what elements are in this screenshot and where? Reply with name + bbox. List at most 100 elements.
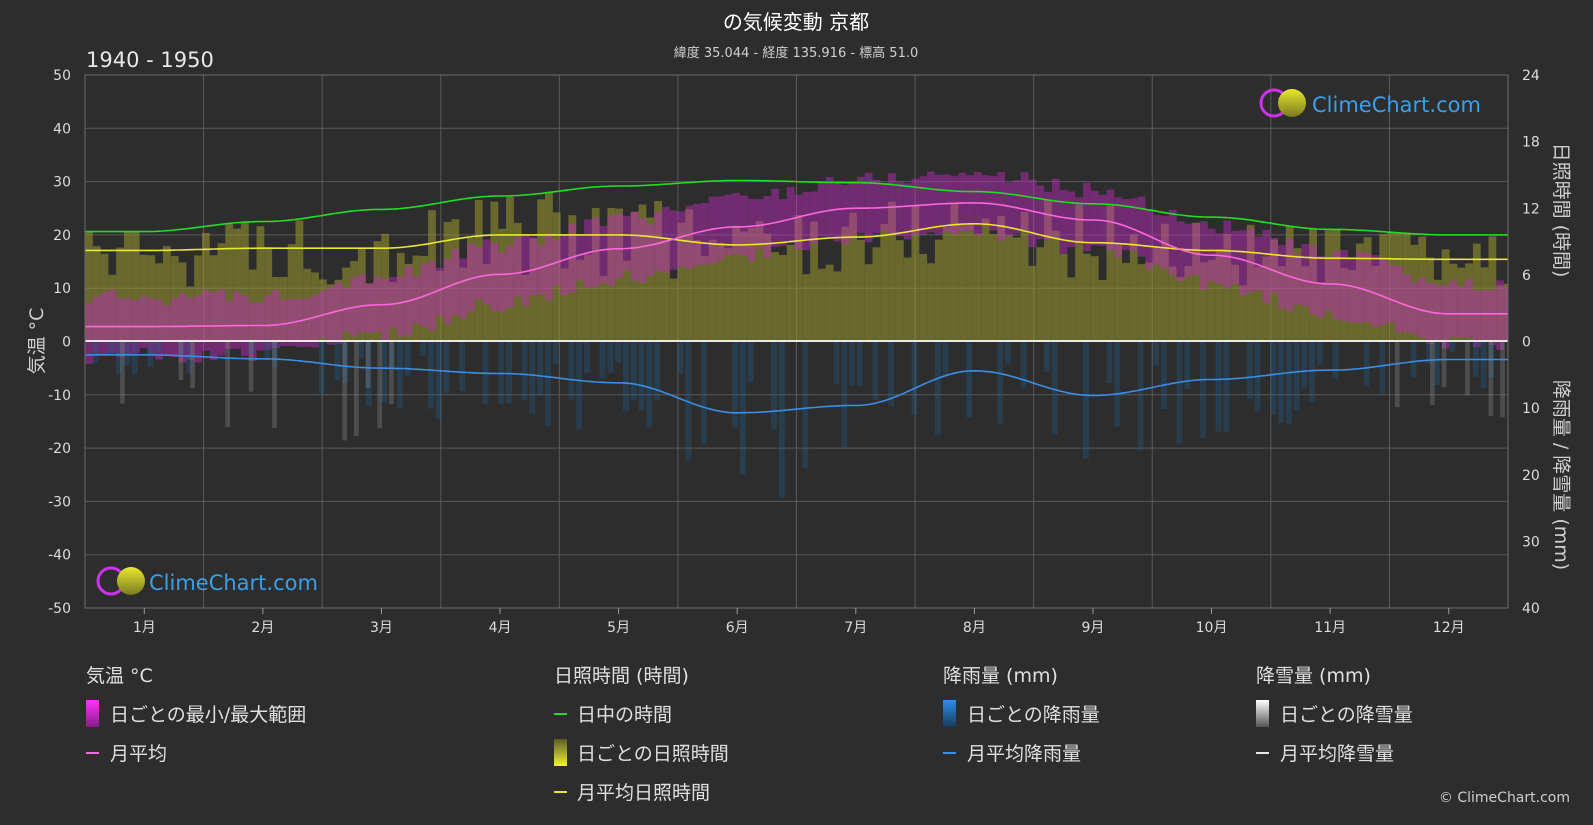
legend-rain-item-daily: 日ごとの降雨量	[967, 704, 1100, 726]
sunshine-bar	[1387, 231, 1395, 342]
rain-bar	[1161, 341, 1167, 410]
temp-range-bar	[357, 274, 366, 333]
rain-bar	[771, 341, 778, 430]
sunshine-bar	[1192, 222, 1201, 342]
sunshine-bar	[1449, 263, 1458, 342]
temp-range-bar	[794, 194, 803, 250]
sunshine-bar	[1090, 256, 1099, 342]
sunshine-bar	[1332, 229, 1341, 342]
right-tick-label-sun: 18	[1522, 135, 1540, 151]
sunshine-bar	[272, 276, 280, 342]
sunshine-bar	[989, 234, 998, 342]
temp-range-bar	[178, 293, 187, 363]
temp-range-bar	[1051, 178, 1060, 238]
legend-sun-item-avg: 月平均日照時間	[577, 782, 710, 804]
sunshine-bar	[919, 254, 928, 342]
sunshine-bar	[1122, 263, 1130, 342]
sunshine-bar	[1371, 265, 1380, 342]
temp-range-bar	[841, 184, 850, 245]
sunshine-bar	[638, 204, 647, 342]
temp-range-bar	[981, 175, 990, 227]
sunshine-bar	[217, 243, 226, 342]
legend-swatch-snow	[1256, 700, 1269, 727]
sunshine-bar	[841, 226, 850, 342]
legend-snow-item-avg: 月平均降雪量	[1280, 743, 1394, 765]
sunshine-bar	[490, 201, 499, 342]
sunshine-bar	[1059, 253, 1068, 342]
sunshine-bar	[607, 207, 616, 342]
sunshine-bar	[732, 225, 740, 342]
legend-swatch-rain	[943, 700, 956, 727]
rain-bar	[599, 341, 606, 379]
temp-range-bar	[1277, 245, 1286, 309]
rain-bar	[131, 341, 138, 374]
sunshine-bar	[942, 227, 951, 342]
temp-range-bar	[1145, 209, 1154, 270]
temp-range-bar	[217, 289, 226, 356]
rain-bar	[404, 341, 411, 376]
rain-bar	[396, 341, 403, 409]
sunshine-bar	[225, 223, 234, 342]
rain-bar	[934, 341, 941, 436]
legend-swatch-sunshine	[554, 739, 567, 766]
rain-bar	[1184, 341, 1191, 390]
x-axis-ticks: 1月 2月 3月 4月 5月 6月 7月 8月 9月 10月 11月 12月	[133, 608, 1465, 636]
sunshine-bar	[880, 223, 889, 342]
temp-range-bar	[248, 302, 257, 361]
snow-bar	[248, 341, 254, 392]
rain-bar	[1083, 341, 1089, 459]
rain-bar	[623, 341, 629, 412]
x-tick-label: 5月	[607, 620, 630, 636]
temp-range-bar	[1301, 243, 1310, 307]
rain-bar	[272, 341, 278, 368]
sunshine-bar	[256, 226, 265, 342]
temp-range-bar	[545, 233, 553, 301]
snow-bar	[1394, 341, 1400, 408]
temp-range-bar	[1215, 233, 1224, 284]
sunshine-bar	[973, 233, 982, 342]
sunshine-bar	[248, 269, 257, 342]
sunshine-bar	[1223, 233, 1232, 342]
sunshine-bar	[365, 283, 374, 342]
sunshine-bar	[1215, 249, 1224, 342]
temp-range-bar	[1457, 286, 1466, 338]
series-line	[85, 179, 1508, 236]
sunshine-bar	[1137, 264, 1146, 342]
temp-range-bar	[155, 299, 163, 360]
right-tick-label-precip: 30	[1522, 534, 1540, 550]
temp-range-bar	[1441, 285, 1450, 349]
left-tick-label: 40	[53, 121, 71, 137]
sunshine-bar	[521, 274, 530, 342]
legend-temp-item-range: 日ごとの最小/最大範囲	[110, 704, 306, 726]
sunshine-bar	[264, 247, 273, 342]
left-axis-title: 気温 °C	[26, 308, 48, 375]
sunshine-bar	[155, 263, 163, 342]
right-tick-label-precip: 20	[1522, 468, 1540, 484]
rain-bar	[116, 341, 123, 374]
sunshine-bar	[966, 224, 974, 342]
rain-bar	[802, 341, 809, 469]
sunshine-bar	[755, 221, 764, 342]
snow-bar	[377, 341, 383, 429]
legend-snow-heading: 降雪量 (mm)	[1256, 665, 1371, 687]
temp-range-bar	[693, 203, 701, 266]
temp-range-bar	[1262, 229, 1271, 303]
sunshine-bar	[771, 252, 779, 342]
legend-rain-heading: 降雨量 (mm)	[943, 665, 1058, 687]
temp-range-bar	[1238, 230, 1247, 296]
legend-sun-heading: 日照時間 (時間)	[554, 665, 689, 687]
rain-bar	[942, 341, 949, 378]
rain-bar	[849, 341, 855, 386]
left-tick-label: 0	[62, 335, 71, 351]
rain-bar	[381, 341, 388, 403]
temp-range-bar	[396, 276, 405, 337]
rain-bar	[584, 341, 590, 373]
sunshine-bar	[677, 222, 686, 342]
sunshine-bar	[895, 240, 904, 342]
sunshine-bar	[1348, 270, 1356, 342]
sunshine-bar	[498, 228, 507, 342]
temp-range-bar	[1480, 290, 1489, 342]
temp-range-bar	[116, 298, 124, 357]
temp-range-bar	[755, 198, 764, 249]
snow-bar	[1465, 341, 1470, 396]
